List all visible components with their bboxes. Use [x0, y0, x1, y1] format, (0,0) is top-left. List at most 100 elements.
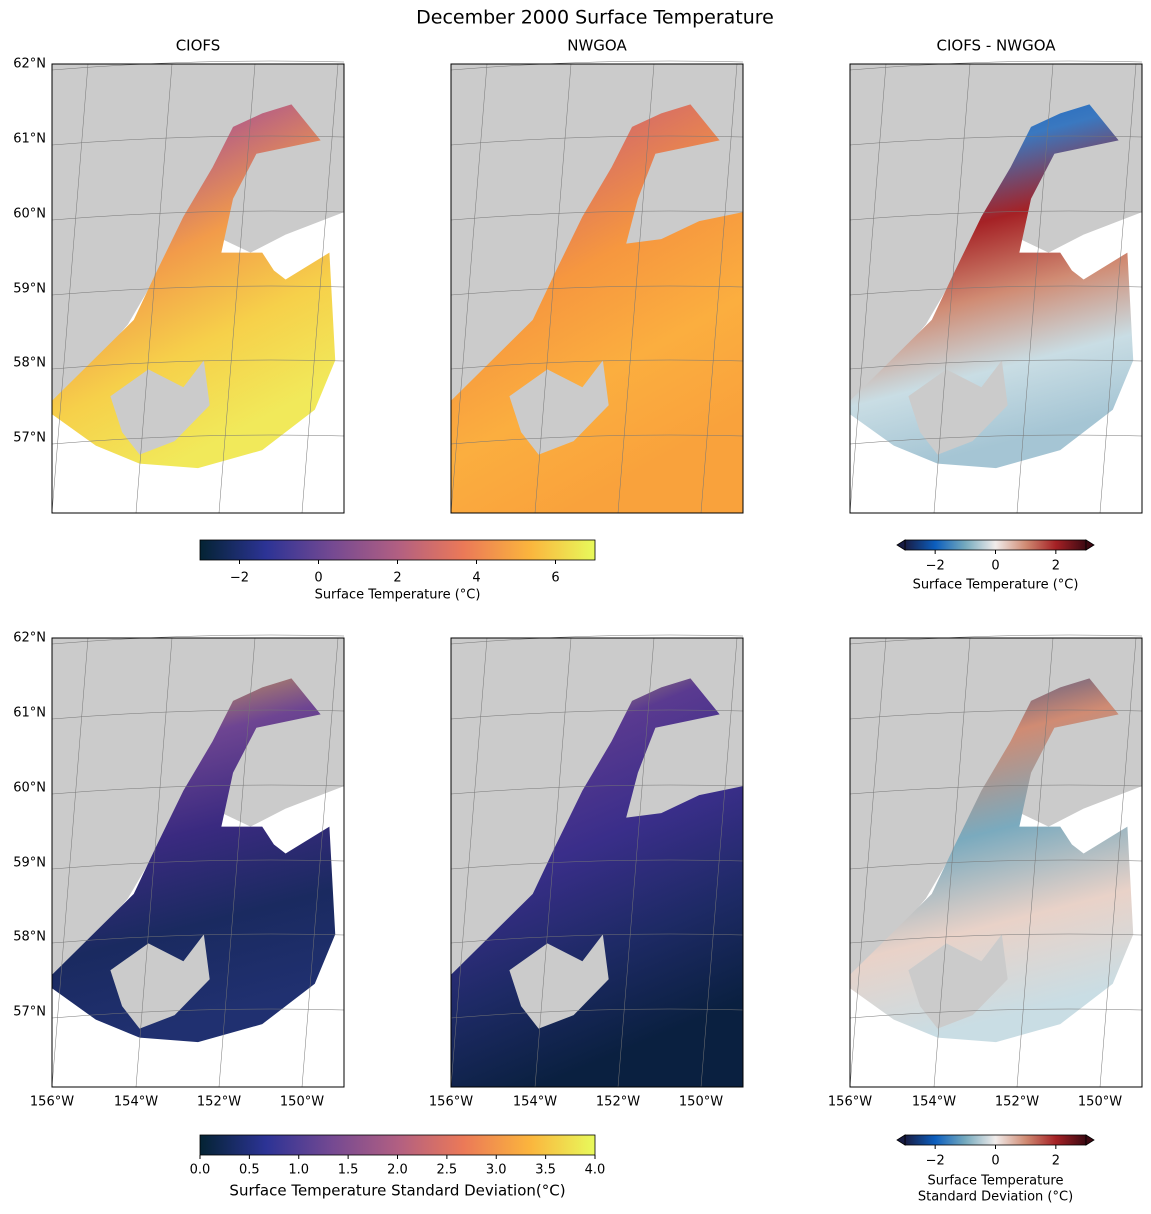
- graticule: [700, 63, 738, 514]
- graticule: [51, 210, 345, 221]
- lat-label: 60°N: [13, 207, 46, 222]
- graticule: [1099, 637, 1137, 1088]
- island: [908, 360, 1008, 455]
- graticule: [51, 709, 345, 720]
- lat-label: 58°N: [13, 930, 46, 945]
- frame: [450, 63, 744, 514]
- colorbar-tick-label: −2: [230, 571, 249, 586]
- graticule: [617, 637, 655, 1088]
- model-field: [52, 104, 336, 469]
- graticule: [301, 63, 339, 514]
- graticule: [450, 859, 744, 870]
- graticule: [51, 60, 345, 71]
- lat-label: 59°N: [13, 856, 46, 871]
- colorbar-tick-label: 2: [393, 571, 401, 586]
- graticule: [534, 637, 572, 1088]
- graticule: [450, 434, 744, 445]
- model-field: [850, 678, 1134, 1043]
- graticule: [301, 637, 339, 1088]
- graticule: [135, 63, 173, 514]
- map-panel: [51, 634, 345, 1088]
- panel-title: CIOFS: [176, 37, 221, 55]
- graticule: [1016, 63, 1054, 514]
- colorbar-tick-label: 0: [991, 1154, 999, 1169]
- graticule: [51, 135, 345, 146]
- colorbar-tick-label: 4: [472, 571, 480, 586]
- island: [110, 360, 210, 455]
- graticule: [450, 637, 488, 1088]
- colorbar: [904, 1134, 1087, 1146]
- colorbar-tick-label: 6: [551, 571, 559, 586]
- lon-label: 154°W: [513, 1095, 557, 1110]
- colorbar-tick-label: 0.5: [239, 1163, 260, 1178]
- island: [110, 934, 210, 1029]
- lat-label: 62°N: [13, 631, 46, 646]
- graticule: [849, 859, 1143, 870]
- graticule: [218, 63, 256, 514]
- graticule: [849, 135, 1143, 146]
- colorbar-extend: [896, 539, 906, 551]
- colorbar-tick-label: 0: [314, 571, 322, 586]
- graticule: [51, 1008, 345, 1019]
- colorbar: [904, 539, 1087, 551]
- panel-title: NWGOA: [567, 37, 627, 55]
- frame: [849, 637, 1143, 1088]
- graticule: [700, 637, 738, 1088]
- graticule: [933, 63, 971, 514]
- frame: [450, 637, 744, 1088]
- lon-label: 150°W: [280, 1095, 324, 1110]
- lon-label: 154°W: [912, 1095, 956, 1110]
- colorbar-tick-label: 2: [1052, 1154, 1060, 1169]
- colorbar-label: Surface Temperature (°C): [913, 578, 1079, 593]
- lon-label: 152°W: [596, 1095, 640, 1110]
- lon-label: 150°W: [1078, 1095, 1122, 1110]
- graticule: [849, 784, 1143, 795]
- graticule: [450, 63, 488, 514]
- colorbar-tick-label: 3.5: [535, 1163, 556, 1178]
- colorbar-extend: [1085, 1134, 1095, 1146]
- graticule: [1016, 637, 1054, 1088]
- graticule: [450, 634, 744, 645]
- graticule: [933, 637, 971, 1088]
- frame: [51, 63, 345, 514]
- lon-label: 152°W: [995, 1095, 1039, 1110]
- map-panel: [849, 634, 1143, 1088]
- graticule: [1099, 63, 1137, 514]
- graticule: [849, 634, 1143, 645]
- graticule: [450, 359, 744, 370]
- island: [509, 360, 609, 455]
- graticule: [450, 285, 744, 296]
- graticule: [51, 434, 345, 445]
- lat-label: 62°N: [13, 57, 46, 72]
- graticule: [218, 637, 256, 1088]
- colorbar: [199, 1134, 596, 1156]
- graticule: [450, 135, 744, 146]
- colorbar-tick-label: 2: [1052, 559, 1060, 574]
- model-field: [850, 104, 1134, 469]
- colorbar-label: Surface Temperature (°C): [315, 588, 481, 603]
- graticule: [534, 63, 572, 514]
- colorbar-tick-label: −2: [926, 1154, 945, 1169]
- colorbar-tick-label: 2.5: [437, 1163, 458, 1178]
- colorbar-extend: [896, 1134, 906, 1146]
- graticule: [450, 210, 744, 221]
- graticule: [450, 784, 744, 795]
- lat-label: 61°N: [13, 132, 46, 147]
- colorbar: [199, 539, 596, 561]
- graticule: [849, 60, 1143, 71]
- map-panel: [450, 60, 744, 514]
- colorbar-tick-label: 0: [991, 559, 999, 574]
- lat-label: 61°N: [13, 706, 46, 721]
- lon-label: 156°W: [30, 1095, 74, 1110]
- lat-label: 59°N: [13, 282, 46, 297]
- graticule: [51, 859, 345, 870]
- lon-label: 150°W: [679, 1095, 723, 1110]
- lat-label: 57°N: [13, 431, 46, 446]
- graticule: [849, 1008, 1143, 1019]
- panel-title: CIOFS - NWGOA: [936, 37, 1056, 55]
- lon-label: 154°W: [114, 1095, 158, 1110]
- frame: [849, 63, 1143, 514]
- graticule: [849, 285, 1143, 296]
- lon-label: 156°W: [429, 1095, 473, 1110]
- colorbar-tick-label: 2.0: [387, 1163, 408, 1178]
